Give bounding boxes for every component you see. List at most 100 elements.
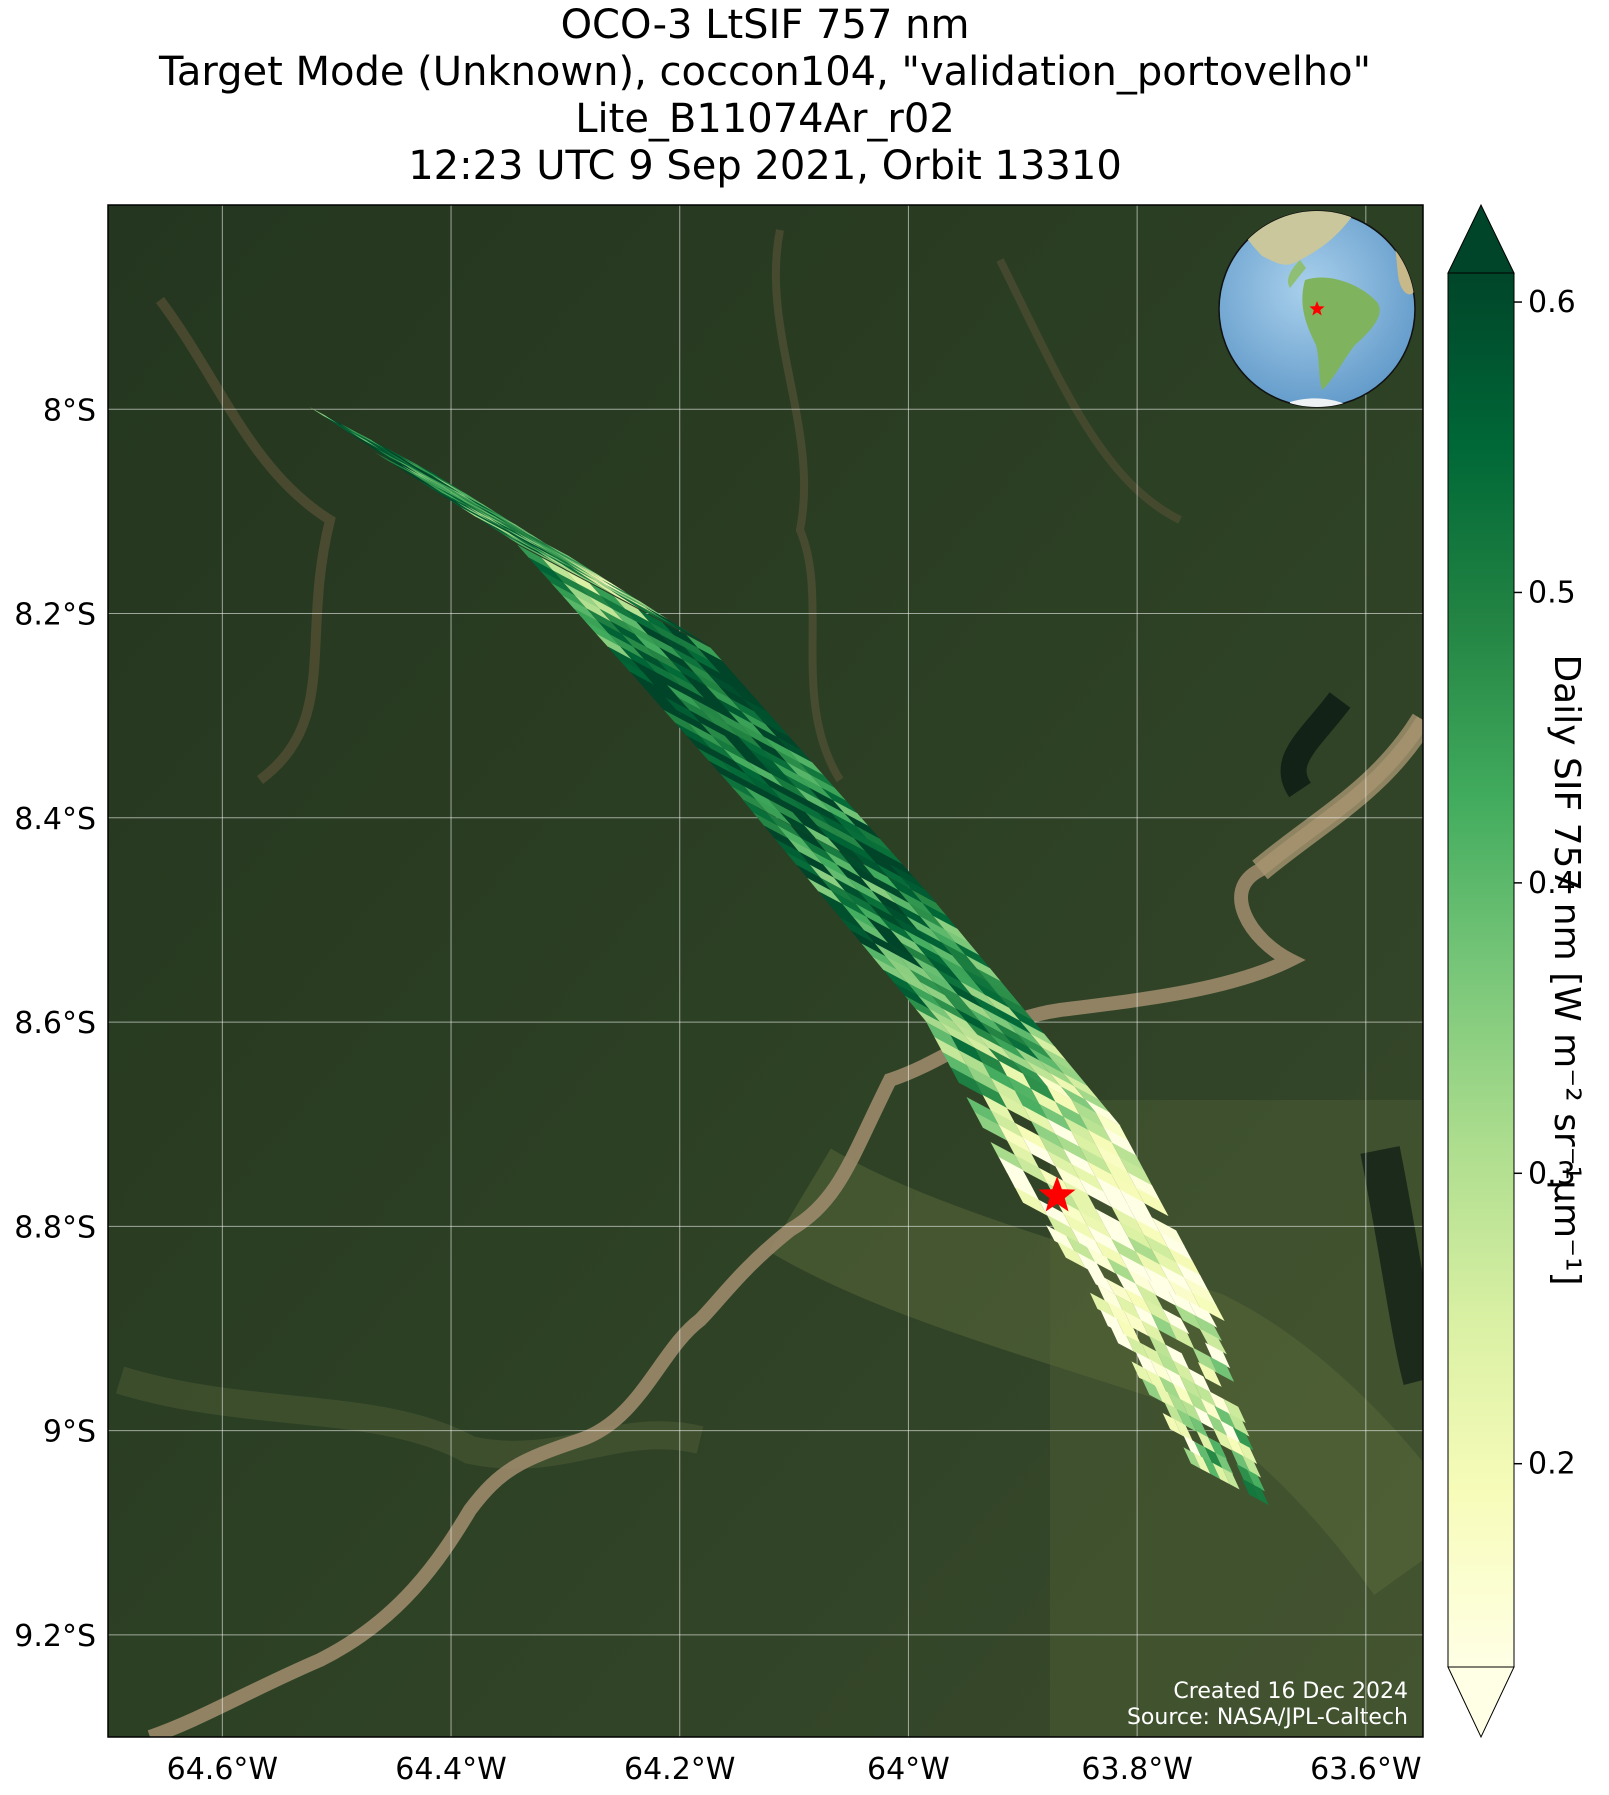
swath-cell: [966, 1021, 1003, 1049]
swath-cell: [1063, 1073, 1099, 1100]
swath-cell: [803, 825, 840, 852]
swath-cell: [337, 423, 369, 442]
swath-cell: [934, 982, 970, 1009]
swath-cell: [625, 608, 662, 636]
swath-cell: [821, 787, 858, 814]
swath-cell: [679, 685, 716, 712]
swath-cell: [872, 956, 908, 984]
swath-cell: [849, 864, 886, 891]
swath-cell: [893, 982, 930, 1010]
swath-cell: [893, 916, 929, 944]
swath-cell: [922, 902, 958, 930]
swath-cell: [906, 916, 943, 943]
swath-cell: [763, 736, 800, 763]
swath-cell: [825, 851, 862, 878]
swath-cell: [1197, 1362, 1222, 1387]
swath-cell: [419, 474, 454, 495]
swath-cell: [333, 423, 366, 442]
swath-cell: [629, 597, 670, 621]
swath-cell: [704, 698, 741, 725]
swath-cell: [374, 452, 414, 475]
swath-cell: [709, 660, 746, 687]
lon-tick-label: 64.6°W: [167, 1752, 278, 1787]
swath-cell: [842, 825, 879, 852]
swath-cell: [1086, 1246, 1116, 1274]
swath-cell: [397, 458, 429, 477]
swath-cell: [1111, 1174, 1145, 1204]
swath-cell: [424, 475, 458, 496]
swath-cell: [655, 672, 692, 699]
swath-cell: [1006, 1139, 1040, 1169]
swath-cell: [853, 917, 889, 944]
swath-cell: [1014, 1122, 1048, 1152]
swath-cell: [928, 942, 964, 970]
swath-cell: [829, 825, 866, 852]
swath-cell: [842, 903, 878, 931]
swath-cell: [416, 467, 448, 486]
swath-cell: [547, 555, 587, 578]
swath-cell: [998, 1092, 1032, 1122]
swath-cell: [358, 438, 391, 458]
swath-cell: [728, 710, 765, 738]
swath-cell: [519, 529, 559, 553]
swath-cell: [760, 761, 797, 788]
swath-cell: [788, 749, 824, 776]
swath-cell: [1206, 1413, 1228, 1437]
swath-cell: [489, 525, 529, 548]
swath-cell: [1131, 1361, 1153, 1385]
swath-cell: [974, 1047, 1008, 1077]
swath-cell: [1015, 1090, 1048, 1120]
swath-cell: [385, 449, 417, 468]
swath-cell: [586, 577, 626, 600]
colorbar-extend-min: [1447, 1666, 1515, 1739]
swath-cell: [1063, 1212, 1096, 1242]
lat-tick-label: 8.4°S: [14, 802, 96, 837]
swath-cell: [1127, 1172, 1161, 1202]
title-line-2: Target Mode (Unknown), coccon104, "valid…: [159, 49, 1371, 95]
swath-cell: [852, 850, 889, 878]
swath-cell: [1162, 1308, 1190, 1335]
swath-cell: [1143, 1298, 1171, 1325]
swath-cell: [620, 646, 657, 673]
swath-cell: [963, 968, 999, 996]
swath-cell: [500, 522, 540, 545]
swath-cell: [1135, 1352, 1158, 1376]
swath-cell: [508, 532, 549, 556]
swath-cell: [964, 1034, 1000, 1062]
swath-cell: [399, 458, 432, 477]
swath-cell: [497, 514, 531, 534]
swath-cell: [818, 812, 855, 839]
swath-cell: [757, 786, 794, 813]
swath-cell: [1107, 1257, 1136, 1285]
swath-cell: [668, 672, 705, 699]
swath-cell: [904, 929, 940, 957]
swath-cell: [876, 863, 913, 891]
swath-cell: [858, 890, 894, 918]
sif-swath: [309, 407, 1269, 1506]
swath-cell: [697, 748, 734, 775]
swath-cell: [930, 929, 967, 956]
swath-cell: [605, 584, 645, 608]
swath-cell: [833, 800, 870, 827]
swath-cell: [958, 995, 994, 1022]
swath-cell: [1025, 1060, 1062, 1088]
swath-cell: [621, 634, 658, 661]
swath-cell: [1001, 1047, 1038, 1075]
swath-cell: [671, 647, 708, 674]
swath-cell: [1052, 1060, 1089, 1087]
swath-cell: [403, 470, 443, 493]
colorbar-gradient: [1447, 272, 1515, 1668]
swath-cell: [1006, 1171, 1040, 1201]
swath-cell: [1100, 1309, 1125, 1335]
swath-cell: [941, 942, 978, 969]
swath-cell: [1022, 1137, 1056, 1167]
swath-cell: [694, 672, 731, 699]
swath-cell: [896, 969, 932, 997]
swath-cell: [786, 762, 823, 789]
swath-cell: [406, 466, 440, 486]
swath-cell: [591, 575, 631, 598]
swath-cell: [465, 505, 506, 528]
swath-cell: [990, 1034, 1027, 1062]
colorbar-ticks: 0.2 0.3 0.4 0.5 0.6: [1514, 285, 1576, 1482]
